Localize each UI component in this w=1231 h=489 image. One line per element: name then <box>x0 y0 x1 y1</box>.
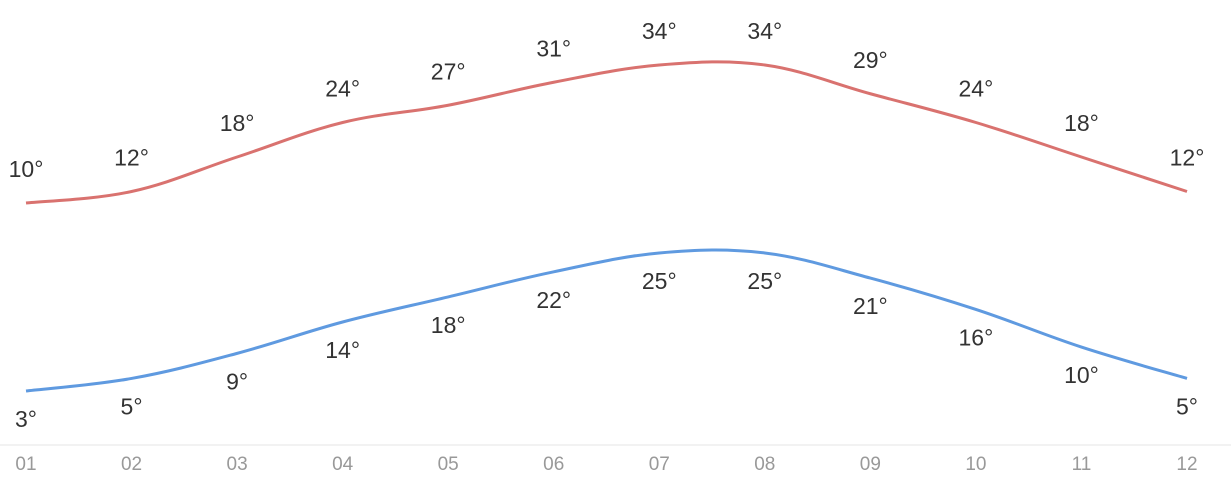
data-label: 10° <box>9 156 44 182</box>
x-tick-label: 07 <box>649 454 670 475</box>
data-label: 24° <box>959 76 994 102</box>
x-tick-label: 06 <box>543 454 564 475</box>
data-label: 24° <box>325 76 360 102</box>
x-tick-label: 08 <box>754 454 775 475</box>
x-tick-label: 10 <box>965 454 986 475</box>
data-label: 12° <box>1170 145 1205 171</box>
data-label: 5° <box>1176 394 1198 420</box>
data-label: 34° <box>642 18 677 44</box>
data-label: 18° <box>431 312 466 338</box>
data-label: 18° <box>220 110 255 136</box>
data-label: 16° <box>959 325 994 351</box>
data-label: 25° <box>747 268 782 294</box>
data-label: 18° <box>1064 110 1099 136</box>
series-line <box>25 248 1188 393</box>
data-label: 14° <box>325 337 360 363</box>
data-label: 34° <box>747 18 782 44</box>
x-tick-label: 12 <box>1176 454 1197 475</box>
data-label: 9° <box>226 368 248 394</box>
x-tick-label: 05 <box>438 454 459 475</box>
data-label: 25° <box>642 268 677 294</box>
x-tick-label: 04 <box>332 454 354 475</box>
data-label: 22° <box>536 287 571 313</box>
data-label: 27° <box>431 58 466 84</box>
data-label: 10° <box>1064 362 1099 388</box>
data-label: 21° <box>853 293 888 319</box>
x-tick-label: 02 <box>121 454 142 475</box>
data-label: 5° <box>121 394 143 420</box>
x-tick-label: 09 <box>860 454 881 475</box>
x-tick-label: 03 <box>227 454 248 475</box>
data-label: 3° <box>15 406 37 432</box>
x-tick-label: 01 <box>15 454 36 475</box>
x-tick-label: 11 <box>1072 454 1092 475</box>
series-line <box>25 60 1188 205</box>
data-label: 12° <box>114 145 149 171</box>
data-label: 29° <box>853 47 888 73</box>
data-label: 31° <box>536 35 571 61</box>
